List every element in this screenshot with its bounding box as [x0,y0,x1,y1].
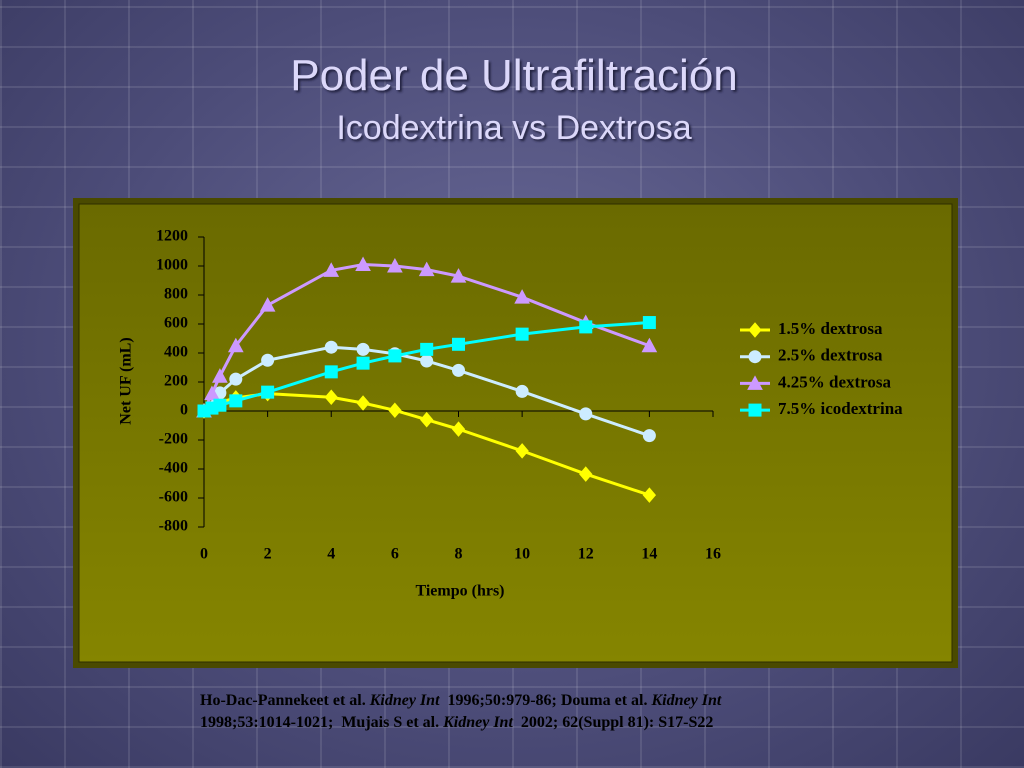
chart-title: Poder de Ultrafiltración [290,51,738,100]
legend-label: 4.25% dextrosa [778,372,892,391]
marker [642,316,656,330]
marker [579,466,593,482]
y-tick-label: 200 [164,373,188,390]
marker [420,342,434,356]
marker [355,256,371,272]
marker [356,395,370,411]
y-tick-label: -400 [159,460,188,477]
legend-label: 1.5% dextrosa [778,319,883,338]
x-tick-label: 4 [327,546,335,563]
citation: Ho-Dac-Pannekeet et al. Kidney Int 1996;… [200,692,722,731]
marker [261,353,275,367]
x-tick-label: 12 [578,546,594,563]
marker [229,372,243,386]
citation-text: 1996;50:979-86; Douma et al. [440,692,652,709]
marker [356,356,370,370]
marker [748,403,762,417]
marker [324,365,338,379]
citation-text: Ho-Dac-Pannekeet et al. [200,692,370,709]
marker [213,398,227,412]
marker [642,429,656,443]
marker [579,320,593,334]
y-tick-label: 1000 [156,257,188,274]
x-tick-label: 6 [391,546,399,563]
marker [204,385,220,401]
x-tick-label: 14 [641,546,657,563]
y-tick-label: 600 [164,315,188,332]
citation-text: 2002; 62(Suppl 81): S17-S22 [513,714,713,731]
marker [579,407,593,421]
marker [515,384,529,398]
marker [388,402,402,419]
marker [261,385,275,399]
marker [323,262,340,277]
marker [387,257,403,273]
marker [641,337,658,353]
legend-label: 7.5% icodextrina [778,399,903,418]
y-tick-label: -200 [159,431,188,448]
marker [229,394,243,408]
x-tick-label: 0 [200,546,208,563]
citation-text: Kidney Int [442,714,513,731]
marker [451,421,466,437]
x-axis-label: Tiempo (hrs) [415,583,504,600]
y-tick-label: 1200 [156,228,188,245]
x-tick-label: 8 [455,546,463,563]
y-tick-label: -600 [159,489,188,506]
y-tick-label: -800 [159,518,188,535]
marker [418,261,435,277]
citation-text: 1998;53:1014-1021; Mujais S et al. [200,714,443,731]
marker [388,349,402,363]
marker [450,268,467,283]
x-tick-label: 16 [705,546,721,563]
marker [324,389,338,405]
chart-subtitle: Icodextrina vs Dextrosa [336,109,691,147]
marker [420,411,434,428]
y-tick-label: 400 [164,344,188,361]
marker [642,487,657,503]
marker [747,375,763,390]
citation-text: Kidney Int [369,692,440,709]
marker [515,327,529,341]
marker [324,340,338,354]
marker [748,322,762,338]
marker [212,368,228,383]
marker [452,363,465,377]
legend-label: 2.5% dextrosa [778,346,883,365]
citation-text: Kidney Int [651,692,722,709]
y-tick-label: 0 [180,402,188,419]
marker [748,350,762,364]
x-tick-label: 2 [264,546,272,563]
marker [452,337,465,351]
y-tick-label: 800 [164,286,188,303]
marker [420,354,434,368]
marker [227,337,244,353]
marker [515,443,529,459]
plot-background [78,203,953,663]
marker [259,297,276,312]
y-axis-label: Net UF (mL) [118,337,135,424]
marker [514,289,530,304]
marker [356,342,370,356]
x-tick-label: 10 [514,546,530,563]
